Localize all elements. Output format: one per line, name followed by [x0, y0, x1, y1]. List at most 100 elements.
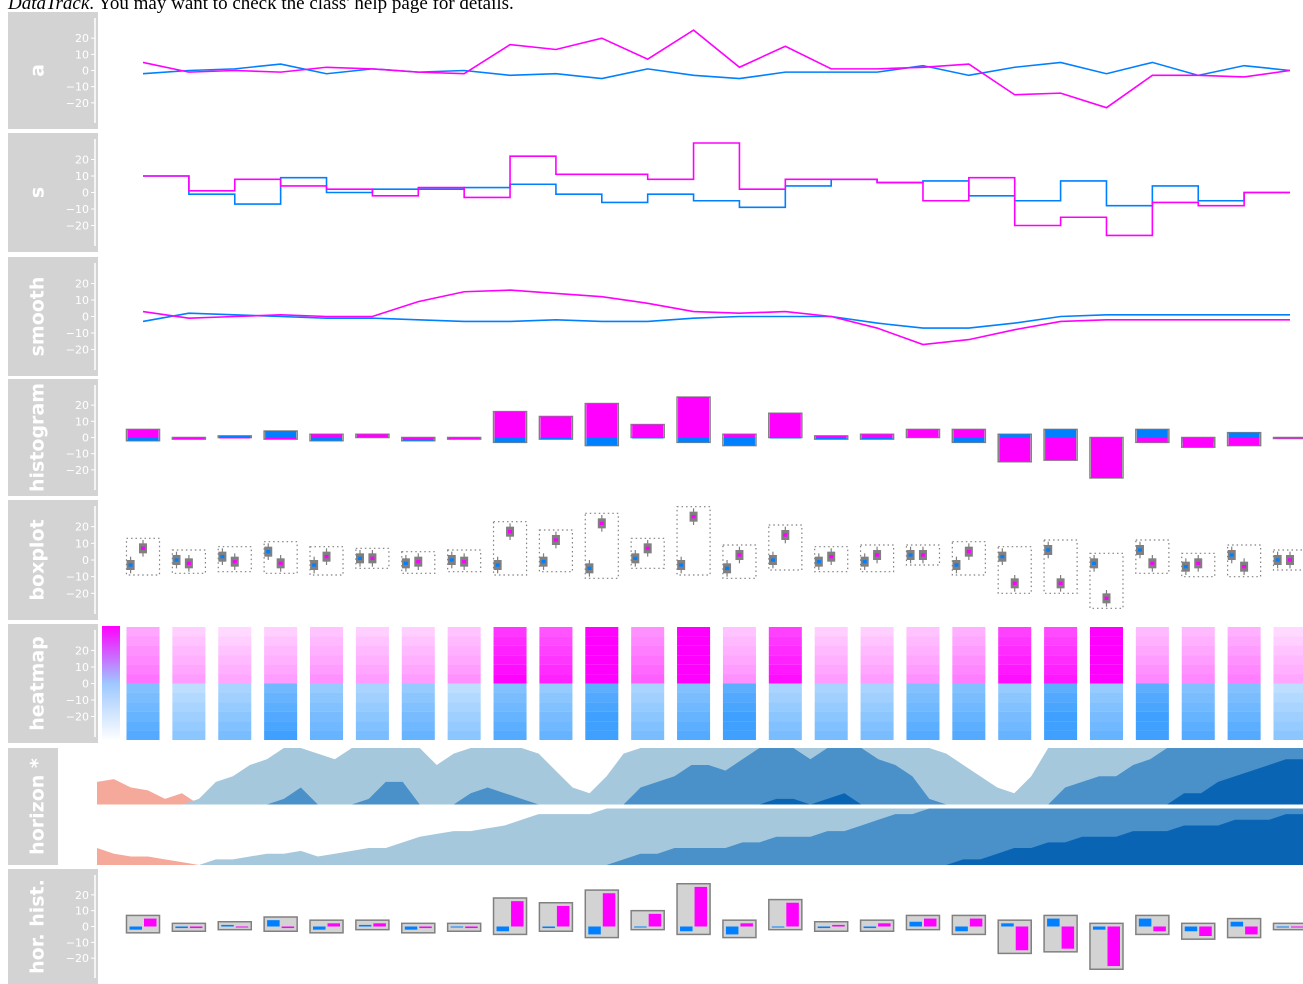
heatmap-cell [769, 646, 802, 655]
axis-tick-label: 0 [82, 187, 89, 200]
heatmap-cell [126, 693, 159, 702]
track-a: a20100−10−20 [8, 12, 1290, 129]
heatmap-cell [310, 702, 343, 711]
heatmap-cell [539, 665, 572, 674]
heatmap-cell [310, 627, 343, 636]
heatmap-cell [1044, 627, 1077, 636]
heatmap-cell [677, 674, 710, 683]
heatmap-cell [1136, 693, 1169, 702]
heatmap-cell [815, 646, 848, 655]
boxplot-median [542, 560, 546, 563]
boxplot-median [875, 553, 879, 556]
heatmap-cell [723, 684, 756, 693]
series-line [143, 30, 1290, 108]
axis-tick-label: 20 [75, 32, 89, 45]
heatmap-cell [769, 712, 802, 721]
heatmap-cell [264, 655, 297, 664]
heatmap-cell [126, 721, 159, 730]
heatmap-cell [1182, 712, 1215, 721]
heatmap-cell [1273, 693, 1303, 702]
heatmap-cell [218, 693, 251, 702]
heatmap-cell [906, 731, 939, 740]
heatmap-cell [539, 655, 572, 664]
heatmap-cell [218, 721, 251, 730]
boxplot-median [1092, 562, 1096, 565]
heatmap-cell [264, 702, 297, 711]
heatmap-cell [310, 731, 343, 740]
axis-tick-label: 10 [75, 537, 89, 550]
histogram-bar [770, 413, 801, 437]
heatmap-cell [1136, 665, 1169, 674]
heatmap-cell [585, 721, 618, 730]
heatmap-cell [585, 684, 618, 693]
heatmap-cell [769, 655, 802, 664]
heatmap-cell [723, 627, 756, 636]
boxplot-median [129, 563, 133, 566]
histogram-bar [999, 438, 1030, 462]
heatmap-cell [861, 684, 894, 693]
boxplot-median [1059, 582, 1063, 585]
heatmap-cell [906, 646, 939, 655]
heatmap-cell [448, 655, 481, 664]
boxplot-median [312, 563, 316, 566]
heatmap-cell [1228, 684, 1261, 693]
heatmap-cell [1273, 712, 1303, 721]
hor-hist-bar [634, 927, 647, 928]
histogram-bar [1091, 438, 1122, 478]
heatmap-cell [952, 702, 985, 711]
heatmap-cell [1228, 721, 1261, 730]
heatmap-cell [815, 674, 848, 683]
histogram-bar [265, 438, 296, 440]
boxplot-median [220, 555, 224, 558]
heatmap-cell [1273, 674, 1303, 683]
heatmap-cell [1090, 665, 1123, 674]
heatmap-cell [998, 665, 1031, 674]
heatmap-cell [264, 712, 297, 721]
heatmap-cell [126, 665, 159, 674]
heatmap-cell [310, 721, 343, 730]
heatmap-cell [952, 712, 985, 721]
histogram-bar [311, 438, 342, 441]
heatmap-cell [402, 693, 435, 702]
heatmap-cell [494, 674, 527, 683]
heatmap-cell [1273, 731, 1303, 740]
heatmap-cell [677, 684, 710, 693]
axis-tick-label: 10 [75, 661, 89, 674]
heatmap-cell [631, 674, 664, 683]
heatmap-cell [723, 674, 756, 683]
boxplot-median [633, 557, 637, 560]
heatmap-cell [631, 646, 664, 655]
heatmap-cell [539, 693, 572, 702]
histogram-bar [311, 434, 342, 437]
track-title: hor. hist. [27, 879, 49, 974]
heatmap-cell [677, 627, 710, 636]
heatmap-cell [218, 731, 251, 740]
heatmap-cell [952, 665, 985, 674]
heatmap-cell [218, 646, 251, 655]
heatmap-cell [402, 646, 435, 655]
heatmap-cell [494, 665, 527, 674]
heatmap-cell [1182, 731, 1215, 740]
heatmap-cell [310, 712, 343, 721]
boxplot-median [967, 550, 971, 553]
heatmap-cell [631, 627, 664, 636]
heatmap-cell [172, 665, 205, 674]
heatmap-cell [172, 627, 205, 636]
histogram-bar [540, 416, 571, 437]
heatmap-cell [494, 712, 527, 721]
heatmap-cell [815, 665, 848, 674]
heatmap-cell [906, 627, 939, 636]
histogram-bar [1183, 438, 1214, 448]
track-boxplot: boxplot 20100−10−20 [8, 500, 1303, 620]
boxplot-median [679, 563, 683, 566]
axis-tick-label: −10 [66, 448, 89, 461]
heatmap-cell [998, 674, 1031, 683]
heatmap-cell [906, 684, 939, 693]
heatmap-cell [906, 693, 939, 702]
heatmap-cell [494, 646, 527, 655]
histogram-bar [678, 397, 709, 437]
heatmap-cell [172, 655, 205, 664]
heatmap-cell [861, 712, 894, 721]
hor-hist-bar [680, 927, 693, 932]
heatmap-cell [952, 646, 985, 655]
